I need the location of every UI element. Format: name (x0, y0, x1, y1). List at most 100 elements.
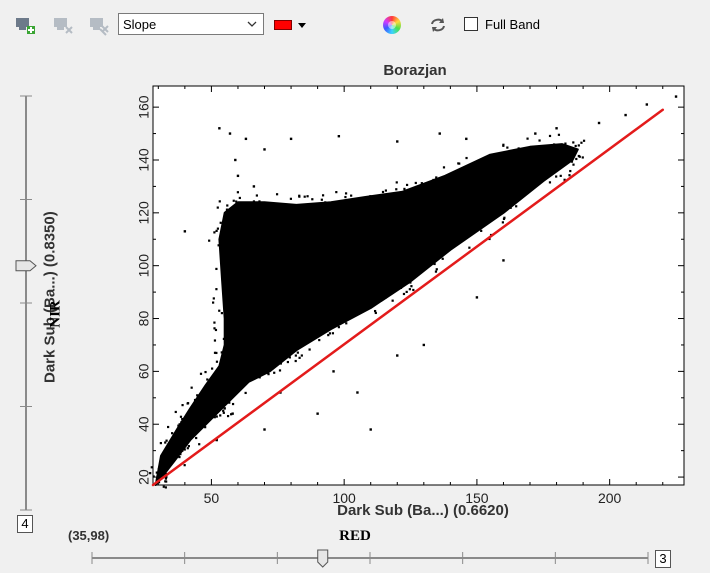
scatter-point (195, 424, 198, 427)
scatter-point (267, 369, 270, 373)
scatter-point (301, 343, 305, 346)
scatter-point (162, 464, 165, 467)
scatter-point (229, 333, 232, 336)
scatter-point (574, 144, 577, 148)
scatter-point (502, 143, 505, 146)
scatter-point (198, 397, 201, 400)
scatter-point (186, 402, 190, 405)
scatter-point (190, 431, 193, 434)
scatter-point (369, 428, 372, 431)
scatter-point (318, 204, 321, 207)
horizontal-band-value[interactable]: 3 (655, 550, 671, 568)
scatter-point (569, 152, 572, 155)
scatter-point (480, 229, 483, 232)
scatter-point (157, 468, 160, 471)
scatter-point (204, 426, 207, 429)
scatter-point (424, 196, 427, 199)
color-wheel-icon[interactable] (383, 16, 401, 34)
scatter-point (577, 154, 580, 158)
scatter-point (520, 152, 523, 155)
remove-region-icon[interactable] (52, 14, 74, 36)
refresh-icon[interactable] (428, 15, 448, 35)
scatter-point (200, 425, 203, 428)
scatter-point (230, 319, 233, 322)
scatter-point (578, 155, 581, 158)
scatter-point (229, 220, 232, 224)
add-region-icon[interactable] (14, 14, 36, 36)
scatter-point (395, 188, 398, 191)
scatter-point (207, 407, 210, 410)
scatter-point (220, 312, 224, 315)
scatter-point (370, 199, 373, 202)
scatter-point (298, 356, 301, 359)
scatter-point (294, 359, 297, 363)
scatter-point (187, 445, 190, 448)
scatter-point (202, 421, 205, 424)
vertical-band-value[interactable]: 4 (17, 515, 33, 533)
vertical-band-slider[interactable] (14, 88, 38, 514)
scatter-point (331, 332, 335, 335)
y-tick-label: 40 (136, 416, 152, 432)
scatter-point (223, 407, 226, 410)
scatter-point (300, 354, 303, 357)
scatter-point (278, 369, 282, 372)
scatter-point (567, 146, 570, 150)
scatter-point (365, 201, 369, 204)
mode-select-value: Slope (123, 17, 157, 32)
scatter-point (344, 192, 348, 195)
scatter-point (289, 137, 293, 141)
scatter-point (267, 373, 270, 376)
scatter-point (224, 306, 227, 309)
scatter-point (577, 144, 580, 147)
line-color-button[interactable] (274, 16, 314, 34)
scatter-point (508, 160, 511, 163)
scatter-point (215, 267, 218, 271)
scatter-point (412, 288, 415, 292)
scatter-point (360, 204, 363, 207)
scatter-point (293, 206, 296, 209)
line-color-swatch (274, 20, 292, 30)
scatter-point (258, 376, 261, 379)
scatter-point (409, 281, 412, 284)
scatter-point (204, 370, 207, 374)
scatter-point (328, 332, 332, 335)
scatter-point (500, 210, 503, 214)
scatter-point (486, 159, 490, 162)
scatter-point (396, 140, 399, 143)
scatter-point (186, 447, 189, 450)
clear-regions-icon[interactable] (88, 14, 110, 36)
scatter-point (645, 103, 649, 106)
scatter-point (566, 154, 569, 157)
full-band-checkbox[interactable] (464, 17, 478, 31)
scatter-point (291, 347, 294, 350)
scatter-point (520, 149, 523, 152)
scatter-point (228, 253, 231, 256)
y-tick-label: 20 (136, 469, 152, 485)
scatter-point (259, 208, 262, 212)
scatter-point (572, 163, 575, 166)
scatter-point (317, 334, 320, 338)
scatter-point (465, 156, 468, 160)
scatter-point (222, 411, 225, 414)
scatter-point (568, 174, 571, 177)
horizontal-band-slider[interactable] (86, 548, 652, 568)
scatter-point (215, 351, 218, 355)
scatter-point (228, 214, 231, 218)
scatter-point (344, 195, 347, 199)
scatter-point (457, 162, 460, 165)
scatter-point (224, 373, 228, 376)
scatter-point (506, 146, 509, 149)
scatter-point (270, 203, 273, 206)
mode-select[interactable]: Slope (118, 13, 264, 35)
scatter-point (218, 200, 221, 203)
scatter-point (219, 221, 222, 224)
scatter-point (332, 370, 335, 373)
scatter-point (187, 415, 190, 418)
scatter-point (393, 192, 396, 196)
scatter-point (488, 237, 491, 241)
scatter-point (240, 386, 243, 389)
scatter-point (575, 157, 578, 161)
scatter-point (181, 404, 184, 407)
scatter-point (226, 204, 229, 207)
